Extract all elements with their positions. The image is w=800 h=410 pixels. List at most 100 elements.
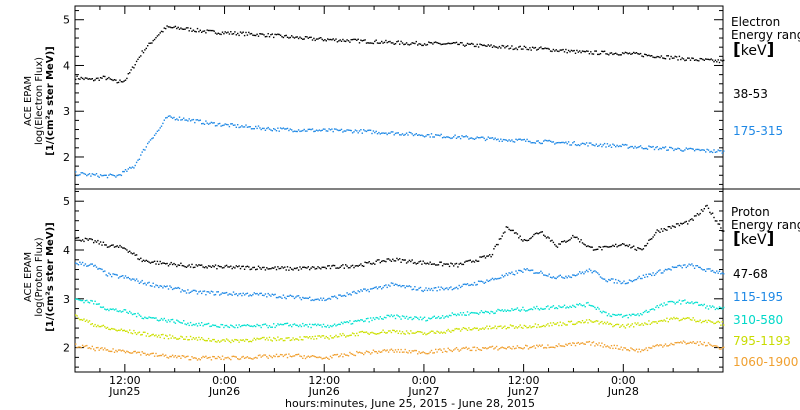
data-point	[692, 57, 694, 60]
data-point	[635, 323, 638, 326]
data-point	[321, 266, 323, 268]
data-point	[562, 277, 564, 279]
data-point	[664, 268, 667, 271]
data-point	[684, 299, 686, 301]
data-point	[245, 324, 247, 327]
data-point	[641, 147, 643, 149]
data-point	[422, 44, 424, 47]
data-point	[86, 265, 88, 267]
data-point	[657, 230, 660, 232]
data-point	[332, 324, 334, 327]
data-point	[435, 264, 437, 266]
data-point	[648, 239, 650, 241]
data-point	[565, 307, 567, 309]
data-point	[134, 254, 136, 256]
data-point	[98, 267, 100, 270]
data-point	[196, 27, 199, 30]
data-point	[414, 332, 416, 334]
data-point	[322, 357, 325, 360]
data-point	[509, 272, 512, 275]
data-point	[429, 318, 431, 320]
data-point	[129, 166, 131, 169]
data-point	[551, 239, 553, 242]
data-point	[374, 286, 376, 289]
data-point	[525, 140, 527, 142]
x-tick-date: Jun28	[607, 385, 639, 398]
data-point	[137, 58, 139, 60]
series-proton-5	[75, 340, 725, 361]
data-point	[133, 329, 135, 332]
data-point	[473, 327, 476, 329]
data-point	[599, 53, 602, 55]
data-point	[548, 325, 550, 327]
data-point	[189, 266, 192, 268]
data-point	[171, 318, 174, 321]
data-point	[131, 352, 134, 354]
data-point	[498, 325, 501, 328]
data-point	[509, 140, 512, 142]
data-point	[171, 288, 174, 291]
data-point	[405, 315, 408, 318]
data-point	[692, 265, 694, 267]
data-point	[660, 272, 663, 274]
data-point	[716, 220, 718, 222]
data-point	[299, 355, 301, 357]
data-point	[649, 309, 651, 311]
data-point	[113, 79, 116, 81]
data-point	[83, 346, 85, 348]
data-point	[224, 123, 226, 125]
data-point	[723, 346, 725, 348]
data-point	[213, 30, 215, 32]
data-point	[365, 331, 368, 333]
data-point	[551, 50, 553, 53]
data-point	[109, 273, 111, 276]
data-point	[332, 264, 334, 267]
data-point	[365, 130, 368, 133]
data-point	[235, 126, 237, 128]
data-point	[259, 127, 261, 129]
data-point	[181, 264, 183, 267]
data-point	[619, 326, 621, 328]
data-point	[396, 351, 398, 353]
data-point	[148, 354, 150, 356]
data-point	[296, 130, 298, 133]
data-point	[230, 31, 232, 33]
data-point	[155, 132, 157, 135]
data-point	[343, 267, 345, 269]
data-point	[624, 143, 627, 146]
data-point	[558, 324, 560, 327]
data-point	[714, 308, 717, 311]
data-point	[318, 129, 321, 131]
data-point	[473, 138, 476, 140]
data-point	[638, 53, 640, 55]
data-point	[201, 357, 203, 359]
data-point	[583, 50, 585, 53]
data-point	[723, 59, 725, 62]
data-point	[320, 336, 322, 338]
data-point	[141, 351, 143, 353]
data-point	[450, 137, 452, 140]
data-point	[135, 315, 138, 318]
data-point	[423, 289, 426, 291]
data-point	[699, 341, 701, 343]
data-point	[441, 315, 444, 317]
data-point	[493, 278, 495, 281]
data-point	[376, 288, 379, 290]
data-point	[498, 238, 501, 240]
data-point	[205, 120, 207, 122]
data-point	[338, 40, 340, 42]
data-point	[430, 330, 433, 332]
data-point	[710, 150, 712, 153]
data-point	[558, 343, 560, 345]
data-point	[213, 338, 215, 341]
data-point	[407, 332, 409, 334]
data-point	[417, 353, 419, 355]
data-point	[613, 53, 615, 55]
data-point	[501, 140, 503, 142]
data-point	[432, 316, 434, 318]
data-point	[530, 326, 532, 329]
data-point	[400, 261, 402, 263]
data-point	[367, 288, 369, 291]
data-point	[170, 261, 172, 264]
data-point	[710, 213, 712, 215]
